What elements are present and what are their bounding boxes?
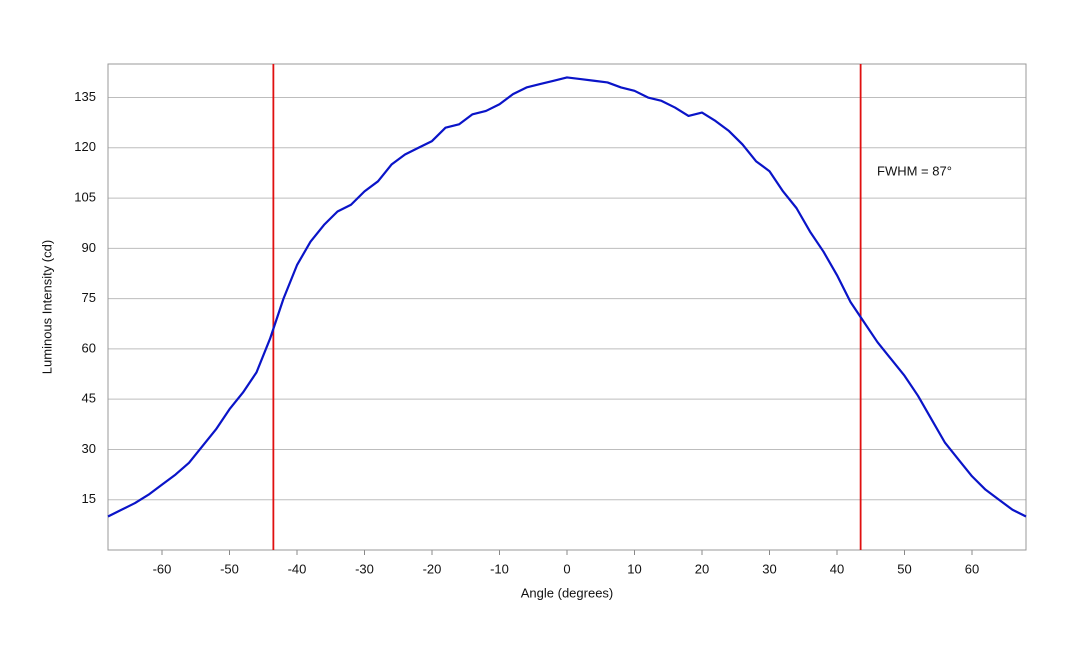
annotation: FWHM = 87° (877, 163, 952, 178)
x-tick-label: 40 (830, 561, 844, 576)
x-tick-label: -40 (288, 561, 307, 576)
y-axis-label: Luminous Intensity (cd) (39, 240, 54, 374)
x-tick-label: -20 (423, 561, 442, 576)
x-tick-label: 0 (563, 561, 570, 576)
y-tick-label: 120 (74, 139, 96, 154)
y-tick-label: 60 (82, 340, 96, 355)
x-tick-label: 60 (965, 561, 979, 576)
x-tick-label: -30 (355, 561, 374, 576)
x-tick-label: 10 (627, 561, 641, 576)
y-tick-label: 75 (82, 290, 96, 305)
x-tick-label: -10 (490, 561, 509, 576)
data-line (107, 76, 1027, 518)
x-tick-label: 30 (762, 561, 776, 576)
x-axis-label: Angle (degrees) (521, 585, 614, 600)
x-tick-label: -60 (153, 561, 172, 576)
x-tick-label: 20 (695, 561, 709, 576)
y-tick-label: 15 (82, 491, 96, 506)
y-tick-label: 30 (82, 441, 96, 456)
x-tick-label: -50 (220, 561, 239, 576)
y-tick-label: 45 (82, 391, 96, 406)
plot-frame (107, 63, 1027, 551)
y-tick-label: 105 (74, 190, 96, 205)
y-tick-label: 135 (74, 89, 96, 104)
x-tick-label: 50 (897, 561, 911, 576)
y-tick-label: 90 (82, 240, 96, 255)
